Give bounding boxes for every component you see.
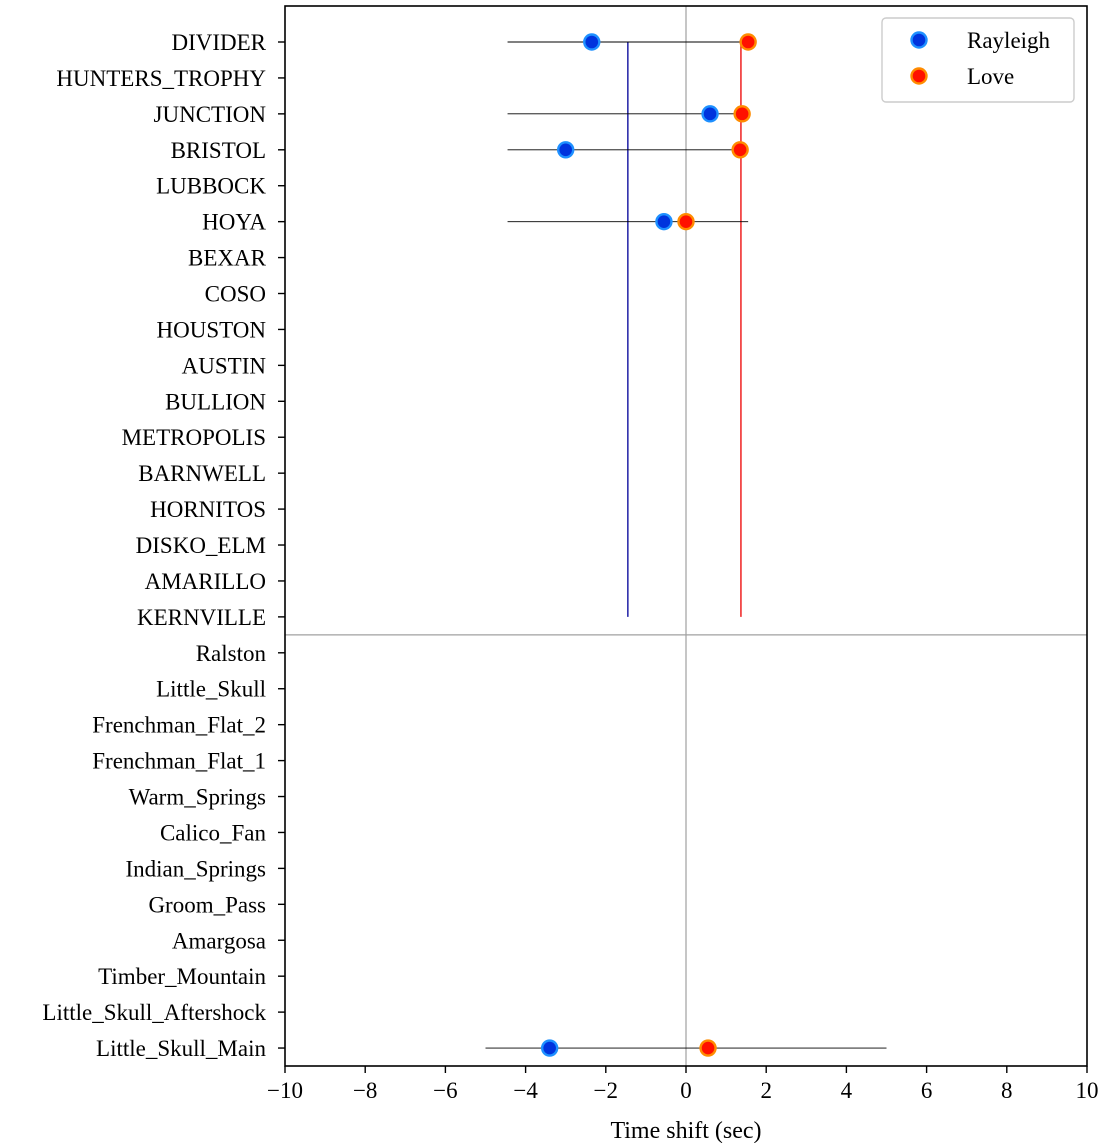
love-point-junction [733,105,751,123]
x-tick-label-5: 0 [680,1078,692,1103]
y-tick-label-ralston: Ralston [196,641,267,666]
y-tick-label-frenchman-flat-1: Frenchman_Flat_1 [92,749,266,774]
rayleigh-point-little-skull-main [540,1039,559,1057]
y-tick-label-barnwell: BARNWELL [138,461,266,486]
legend: Rayleigh Love [881,17,1075,103]
y-axis: DIVIDER HUNTERS_TROPHY JUNCTION BRISTOL LUBB… [42,30,285,1061]
y-tick-label-indian-springs: Indian_Springs [125,856,266,881]
range-lines [485,41,887,1049]
y-tick-label-timber-mountain: Timber_Mountain [98,964,266,989]
y-tick-label-lubbock: LUBBOCK [156,174,266,199]
y-tick-label-kernville: KERNVILLE [137,605,266,630]
y-tick-label-little-skull: Little_Skull [156,677,266,702]
rayleigh-point-divider [583,33,601,51]
love-point-little-skull-main [699,1039,717,1057]
x-axis-title: Time shift (sec) [610,1118,761,1143]
y-tick-label-little-skull-main: Little_Skull_Main [96,1036,266,1061]
y-tick-label-warm-springs: Warm_Springs [129,785,266,810]
x-tick-label-3: −4 [513,1078,538,1103]
x-tick-label-0: −10 [267,1078,303,1103]
y-tick-label-houston: HOUSTON [157,317,267,342]
x-tick-label-6: 2 [760,1078,772,1103]
x-tick-label-8: 6 [921,1078,933,1103]
y-tick-label-disko-elm: DISKO_ELM [136,533,266,558]
rayleigh-point-junction [701,105,719,123]
x-axis: −10 −8 −6 −4 −2 0 2 4 6 8 10 [267,1066,1099,1103]
y-tick-label-amarillo: AMARILLO [145,569,266,594]
y-tick-label-hunters-trophy: HUNTERS_TROPHY [56,66,266,91]
love-point-bristol [731,141,749,159]
y-tick-label-divider: DIVIDER [171,30,266,55]
mean-lines [627,42,742,617]
y-tick-label-bullion: BULLION [165,389,266,414]
y-tick-label-calico-fan: Calico_Fan [160,820,267,845]
y-tick-label-frenchman-flat-2: Frenchman_Flat_2 [92,713,266,738]
x-tick-label-10: 10 [1076,1078,1099,1103]
y-tick-label-metropolis: METROPOLIS [122,425,266,450]
rayleigh-point-bristol [557,141,575,159]
y-tick-label-junction: JUNCTION [154,102,267,127]
x-tick-label-2: −6 [433,1078,457,1103]
legend-label-love: Love [967,64,1014,89]
x-tick-label-7: 4 [841,1078,853,1103]
x-tick-label-4: −2 [594,1078,618,1103]
y-tick-label-groom-pass: Groom_Pass [148,892,266,917]
legend-marker-love [910,67,928,85]
reference-lines [285,6,1087,1066]
legend-box [881,17,1075,103]
y-tick-label-hoya: HOYA [202,210,266,235]
y-tick-label-coso: COSO [205,282,266,307]
y-tick-label-bexar: BEXAR [188,246,267,271]
y-tick-label-hornitos: HORNITOS [150,497,266,522]
legend-marker-rayleigh [910,31,928,49]
y-tick-label-little-skull-aftershock: Little_Skull_Aftershock [42,1000,266,1025]
x-tick-label-9: 8 [1001,1078,1013,1103]
legend-label-rayleigh: Rayleigh [967,28,1051,53]
love-point-hoya [677,212,695,231]
y-tick-label-bristol: BRISTOL [171,138,266,163]
love-point-divider [739,33,757,51]
x-tick-label-1: −8 [353,1078,377,1103]
y-tick-label-austin: AUSTIN [182,353,267,378]
y-tick-label-amargosa: Amargosa [172,928,266,953]
data-markers [540,33,757,1057]
rayleigh-point-hoya [655,212,673,231]
